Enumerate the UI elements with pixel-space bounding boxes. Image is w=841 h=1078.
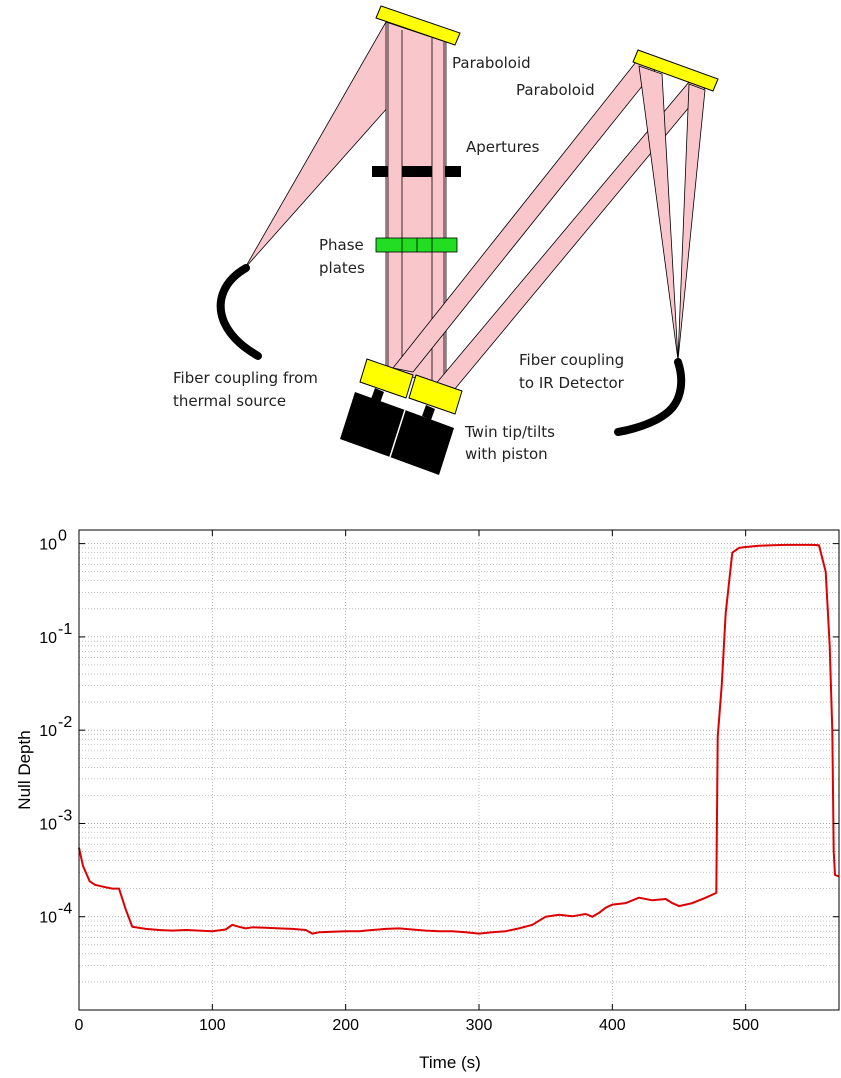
y-tick-exponent: -2 (58, 714, 72, 731)
y-tick-exponent: -1 (58, 621, 72, 638)
y-tick-label: 10 (39, 816, 57, 833)
y-tick-label: 10 (39, 910, 57, 927)
x-tick-label: 200 (332, 1017, 359, 1034)
optical-layout-diagram: Paraboloid Paraboloid Apertures Phase pl… (173, 5, 719, 475)
label-phase-line1: Phase (319, 236, 364, 254)
label-phase-line2: plates (319, 259, 365, 277)
x-tick-label: 500 (732, 1017, 759, 1034)
y-tick-label: 10 (39, 537, 57, 554)
label-tiptilt-line1: Twin tip/tilts (464, 423, 555, 441)
x-tick-label: 400 (599, 1017, 626, 1034)
paraboloid-mirror-left (375, 5, 461, 46)
phase-plates (375, 237, 458, 253)
label-apertures: Apertures (466, 138, 540, 156)
label-tiptilt-line2: with piston (465, 445, 548, 463)
y-axis-label: Null Depth (15, 730, 34, 809)
y-tick-label: 10 (39, 723, 57, 740)
apertures-mask (372, 166, 461, 177)
y-tick-label: 10 (39, 630, 57, 647)
tip-tilt-assembly (340, 358, 463, 475)
y-tick-exponent: -3 (58, 807, 72, 824)
label-fiber-source-line2: thermal source (173, 392, 286, 410)
paraboloid-mirror-right (632, 49, 719, 92)
axes-frame (78, 529, 840, 1011)
y-tick-exponent: -4 (58, 901, 72, 918)
axes (78, 529, 840, 1011)
beam-focus-outer (638, 65, 679, 361)
fiber-source (216, 264, 262, 360)
label-paraboloid-right: Paraboloid (516, 81, 595, 99)
null-depth-series-line (78, 543, 840, 935)
label-fiber-detector-line2: to IR Detector (519, 374, 625, 392)
y-tick-exponent: 0 (58, 528, 67, 545)
beam-focus-inner (677, 83, 706, 361)
x-axis-label: Time (s) (419, 1053, 481, 1072)
fiber-detector (614, 358, 686, 436)
plot-area (78, 543, 840, 935)
label-paraboloid-left: Paraboloid (452, 54, 531, 72)
grid-lines (79, 530, 839, 1011)
x-tick-label: 300 (466, 1017, 493, 1034)
x-tick-label: 100 (199, 1017, 226, 1034)
label-fiber-detector-line1: Fiber coupling (519, 351, 624, 369)
x-tick-label: 0 (75, 1017, 84, 1034)
label-fiber-source-line1: Fiber coupling from (173, 369, 318, 387)
